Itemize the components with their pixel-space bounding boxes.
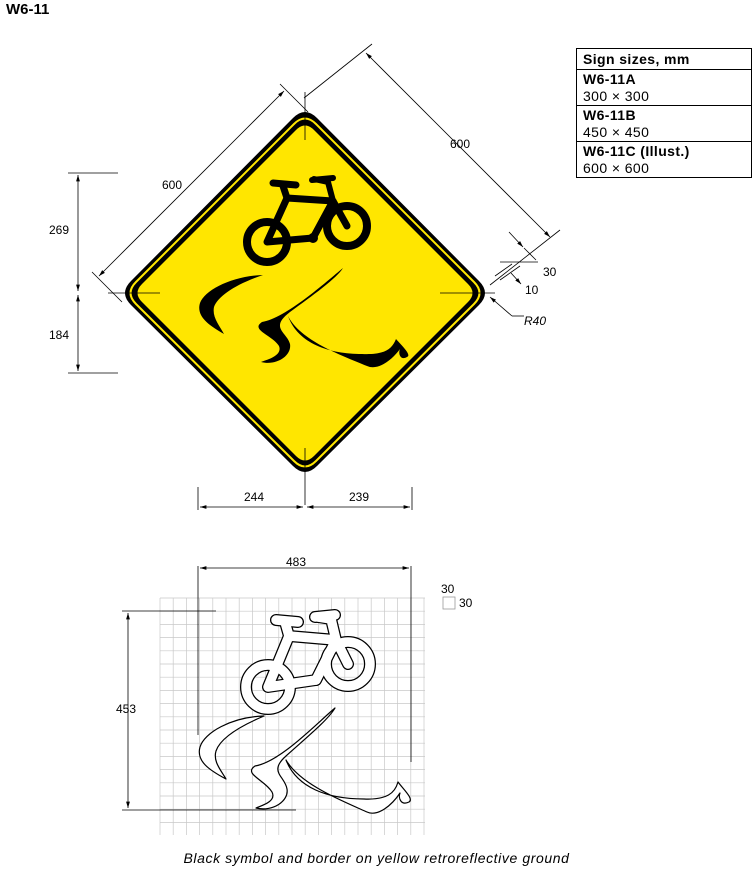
grid-cell-legend-box (442, 596, 456, 610)
dim-border-outer-label: 30 (543, 265, 557, 279)
sizes-row: W6-11A 300 × 300 (577, 70, 751, 106)
dim-side-right-label: 600 (450, 137, 470, 151)
sizes-row-code: W6-11C (Illust.) (583, 143, 690, 159)
sign-yellow-ground (137, 125, 473, 461)
grid-width-label: 483 (286, 555, 306, 569)
sizes-row-size: 600 × 600 (583, 160, 650, 176)
dim-height-upper-label: 269 (49, 223, 69, 237)
grid-cell-width-label: 30 (441, 582, 455, 596)
sign-thin-yellow-edge (129, 117, 481, 468)
sign-caption: Black symbol and border on yellow retror… (183, 850, 570, 866)
sizes-row-code: W6-11A (583, 71, 636, 87)
sizes-row-size: 300 × 300 (583, 88, 650, 104)
grid-dimensions (122, 566, 412, 811)
dim-border-inner-label: 10 (525, 283, 539, 297)
sizes-row-code: W6-11B (583, 107, 636, 123)
dim-height-lower-label: 184 (49, 328, 69, 342)
dim-heights (68, 172, 118, 374)
dim-side-left (91, 83, 309, 303)
sign-code-title: W6-11 (6, 1, 50, 18)
sizes-row-size: 450 × 450 (583, 124, 650, 140)
sign-centre-marks (108, 92, 495, 505)
dim-corner-radius-label: R40 (524, 314, 546, 328)
skid-marks-symbol-icon (199, 268, 409, 368)
sizes-table-header: Sign sizes, mm (577, 49, 751, 70)
dim-widths (197, 487, 413, 510)
warning-sign-diamond (125, 112, 485, 472)
sizes-row: W6-11C (Illust.) 600 × 600 (577, 142, 751, 177)
sizes-row: W6-11B 450 × 450 (577, 106, 751, 142)
bicycle-outline-icon (240, 609, 376, 715)
dim-width-left-label: 244 (244, 490, 264, 504)
dim-width-right-label: 239 (349, 490, 369, 504)
dim-side-right (303, 43, 561, 286)
grid-cell-height-label: 30 (459, 596, 473, 610)
skid-marks-outline-icon (198, 707, 411, 814)
grid-height-label: 453 (116, 702, 136, 716)
dim-border-detail (489, 231, 538, 317)
dim-side-left-label: 600 (162, 178, 182, 192)
sign-sizes-table: Sign sizes, mm W6-11A 300 × 300 W6-11B 4… (576, 48, 752, 178)
